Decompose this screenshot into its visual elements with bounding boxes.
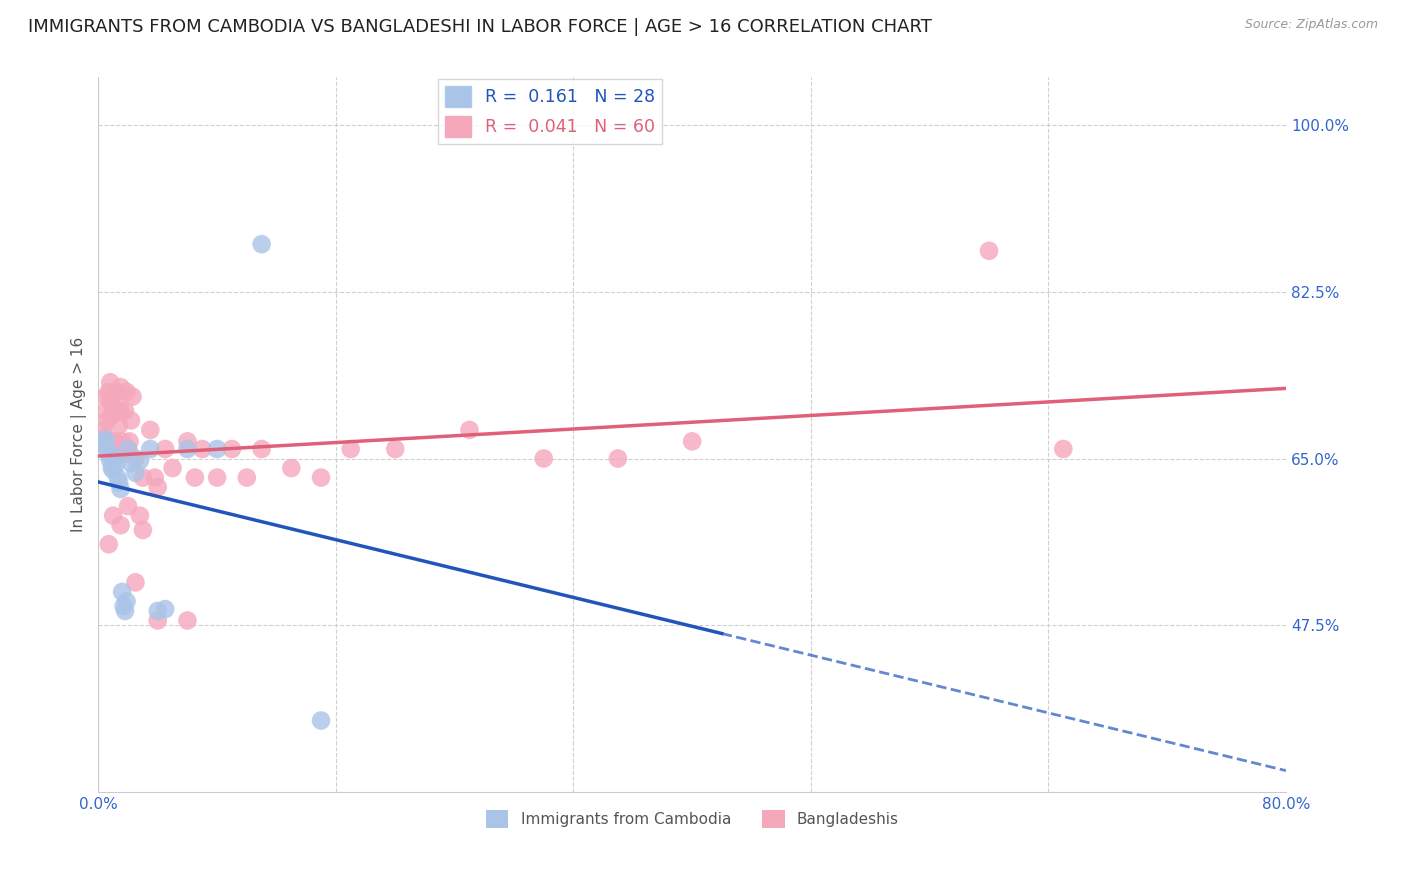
Point: [107, 404, 129, 418]
Point: [96, 442, 118, 456]
Point: [105, 384, 128, 399]
Point: [977, 244, 1000, 258]
Point: [103, 399, 125, 413]
Point: [606, 451, 628, 466]
Point: [153, 442, 176, 456]
Point: [94, 433, 117, 447]
Point: [339, 442, 361, 456]
Point: [105, 404, 128, 418]
Point: [97, 447, 120, 461]
Y-axis label: In Labor Force | Age > 16: In Labor Force | Age > 16: [72, 337, 87, 533]
Point: [132, 470, 155, 484]
Text: IMMIGRANTS FROM CAMBODIA VS BANGLADESHI IN LABOR FORCE | AGE > 16 CORRELATION CH: IMMIGRANTS FROM CAMBODIA VS BANGLADESHI …: [28, 18, 932, 36]
Point: [1052, 442, 1074, 456]
Point: [98, 453, 121, 467]
Point: [236, 470, 259, 484]
Point: [94, 390, 117, 404]
Point: [115, 594, 138, 608]
Text: Source: ZipAtlas.com: Source: ZipAtlas.com: [1244, 18, 1378, 31]
Point: [114, 404, 136, 418]
Legend: Immigrants from Cambodia, Bangladeshis: Immigrants from Cambodia, Bangladeshis: [479, 804, 905, 834]
Point: [176, 434, 198, 449]
Point: [139, 423, 162, 437]
Point: [143, 470, 166, 484]
Point: [110, 482, 132, 496]
Point: [98, 376, 121, 390]
Point: [111, 585, 134, 599]
Point: [139, 442, 162, 456]
Point: [176, 442, 198, 456]
Point: [221, 442, 243, 456]
Point: [97, 384, 120, 399]
Point: [103, 463, 125, 477]
Point: [146, 604, 169, 618]
Point: [384, 442, 406, 456]
Point: [110, 518, 132, 533]
Point: [115, 384, 138, 399]
Point: [146, 614, 169, 628]
Point: [103, 508, 125, 523]
Point: [107, 470, 129, 484]
Point: [146, 480, 169, 494]
Point: [205, 442, 228, 456]
Point: [105, 456, 128, 470]
Point: [104, 434, 127, 449]
Point: [110, 380, 132, 394]
Point: [110, 404, 132, 418]
Point: [124, 466, 146, 480]
Point: [250, 237, 273, 252]
Point: [132, 523, 155, 537]
Point: [117, 442, 139, 456]
Point: [100, 409, 122, 423]
Point: [93, 431, 115, 445]
Point: [104, 451, 127, 466]
Point: [153, 602, 176, 616]
Point: [176, 614, 198, 628]
Point: [184, 470, 207, 484]
Point: [97, 537, 120, 551]
Point: [96, 413, 118, 427]
Point: [533, 451, 555, 466]
Point: [117, 499, 139, 513]
Point: [681, 434, 703, 449]
Point: [191, 442, 214, 456]
Point: [280, 461, 302, 475]
Point: [129, 453, 152, 467]
Point: [100, 461, 122, 475]
Point: [108, 475, 131, 490]
Point: [124, 575, 146, 590]
Point: [309, 714, 332, 728]
Point: [94, 404, 117, 418]
Point: [114, 604, 136, 618]
Point: [121, 390, 143, 404]
Point: [117, 442, 139, 456]
Point: [458, 423, 481, 437]
Point: [112, 599, 135, 614]
Point: [129, 508, 152, 523]
Point: [162, 461, 184, 475]
Point: [120, 456, 142, 470]
Point: [124, 451, 146, 466]
Point: [111, 434, 134, 449]
Point: [120, 413, 142, 427]
Point: [98, 394, 121, 409]
Point: [309, 470, 332, 484]
Point: [118, 434, 141, 449]
Point: [91, 423, 114, 437]
Point: [250, 442, 273, 456]
Point: [205, 470, 228, 484]
Point: [112, 447, 135, 461]
Point: [103, 434, 125, 449]
Point: [108, 418, 131, 433]
Point: [91, 434, 114, 449]
Point: [93, 437, 115, 451]
Point: [107, 390, 129, 404]
